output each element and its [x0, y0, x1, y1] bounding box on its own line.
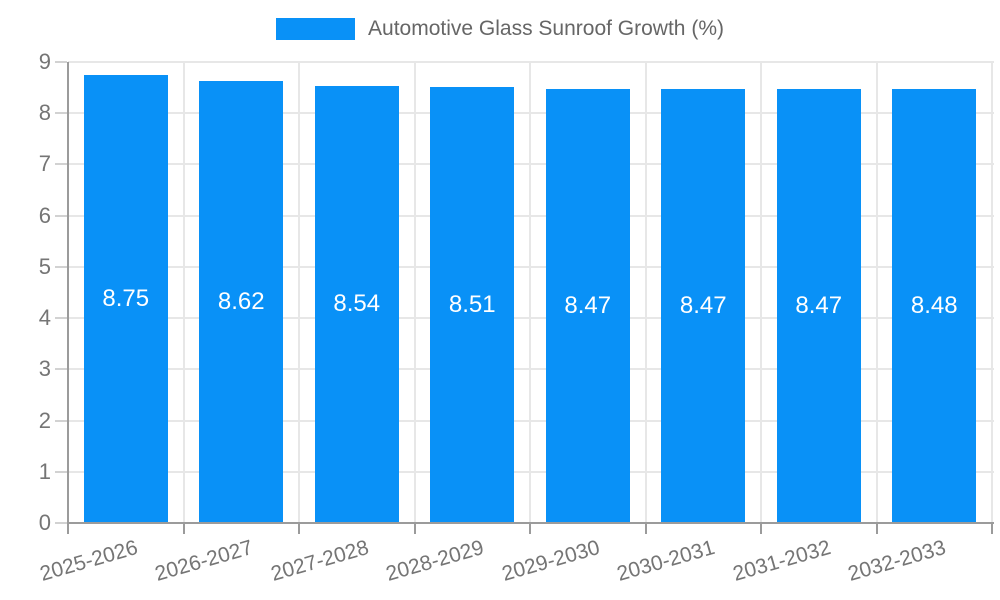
v-gridline — [991, 62, 993, 523]
bar: 8.47 — [661, 89, 746, 523]
bar-value-label: 8.47 — [679, 292, 727, 320]
y-tick-mark — [55, 368, 67, 371]
legend[interactable]: Automotive Glass Sunroof Growth (%) — [0, 17, 1000, 41]
y-tick-label: 8 — [38, 100, 51, 126]
x-tick-mark — [644, 524, 647, 534]
legend-swatch-icon — [276, 18, 356, 40]
x-tick-mark — [529, 524, 531, 534]
x-axis-line — [67, 522, 994, 524]
bar: 8.62 — [199, 81, 284, 523]
y-tick-label: 9 — [38, 49, 51, 74]
x-tick-mark — [760, 524, 762, 534]
bar-value-label: 8.47 — [795, 292, 843, 320]
bar-value-label: 8.48 — [910, 291, 958, 319]
v-gridline — [298, 62, 300, 523]
h-gridline — [68, 214, 994, 217]
bar-value-label: 8.51 — [448, 291, 496, 319]
v-gridline — [875, 62, 878, 523]
h-gridline — [68, 470, 994, 473]
bar-value-label: 8.75 — [102, 284, 150, 312]
v-gridline — [760, 62, 762, 523]
bar: 8.75 — [83, 74, 168, 523]
y-tick-mark — [55, 214, 67, 217]
y-tick-label: 0 — [38, 510, 51, 535]
x-tick-mark — [991, 524, 993, 534]
y-tick-label: 1 — [38, 458, 51, 484]
y-tick-mark — [55, 163, 67, 166]
y-tick-mark — [55, 112, 67, 115]
h-gridline — [68, 265, 994, 268]
v-gridline — [529, 62, 531, 523]
bar-value-label: 8.47 — [564, 292, 612, 320]
y-tick-mark — [55, 470, 67, 473]
v-gridline — [182, 62, 185, 523]
y-tick-mark — [55, 61, 67, 63]
x-tick-mark — [298, 524, 300, 534]
x-tick-mark — [875, 524, 878, 534]
y-tick-label: 3 — [38, 356, 51, 382]
y-tick-mark — [55, 317, 67, 320]
bar: 8.47 — [545, 89, 630, 523]
y-tick-label: 2 — [38, 407, 51, 433]
bar: 8.54 — [314, 85, 399, 523]
x-tick-mark — [182, 524, 185, 534]
h-gridline — [68, 419, 994, 422]
h-gridline — [68, 112, 994, 115]
h-gridline — [68, 317, 994, 320]
h-gridline — [68, 368, 994, 371]
bar: 8.47 — [776, 89, 861, 523]
bar: 8.48 — [892, 88, 977, 523]
x-tick-mark — [413, 524, 416, 534]
y-tick-label: 6 — [38, 202, 51, 228]
y-tick-label: 7 — [38, 151, 51, 177]
bar-value-label: 8.54 — [333, 290, 381, 318]
h-gridline — [68, 61, 994, 63]
x-tick-mark — [67, 524, 69, 534]
y-tick-mark — [55, 419, 67, 422]
bar: 8.51 — [430, 87, 515, 523]
v-gridline — [413, 62, 416, 523]
legend-label: Automotive Glass Sunroof Growth (%) — [368, 17, 724, 40]
y-tick-mark — [55, 522, 67, 524]
y-tick-mark — [55, 265, 67, 268]
y-axis-line — [67, 62, 69, 525]
h-gridline — [68, 163, 994, 166]
y-tick-label: 5 — [38, 253, 51, 279]
bar-value-label: 8.62 — [217, 288, 265, 316]
v-gridline — [644, 62, 647, 523]
y-tick-label: 4 — [38, 305, 51, 331]
